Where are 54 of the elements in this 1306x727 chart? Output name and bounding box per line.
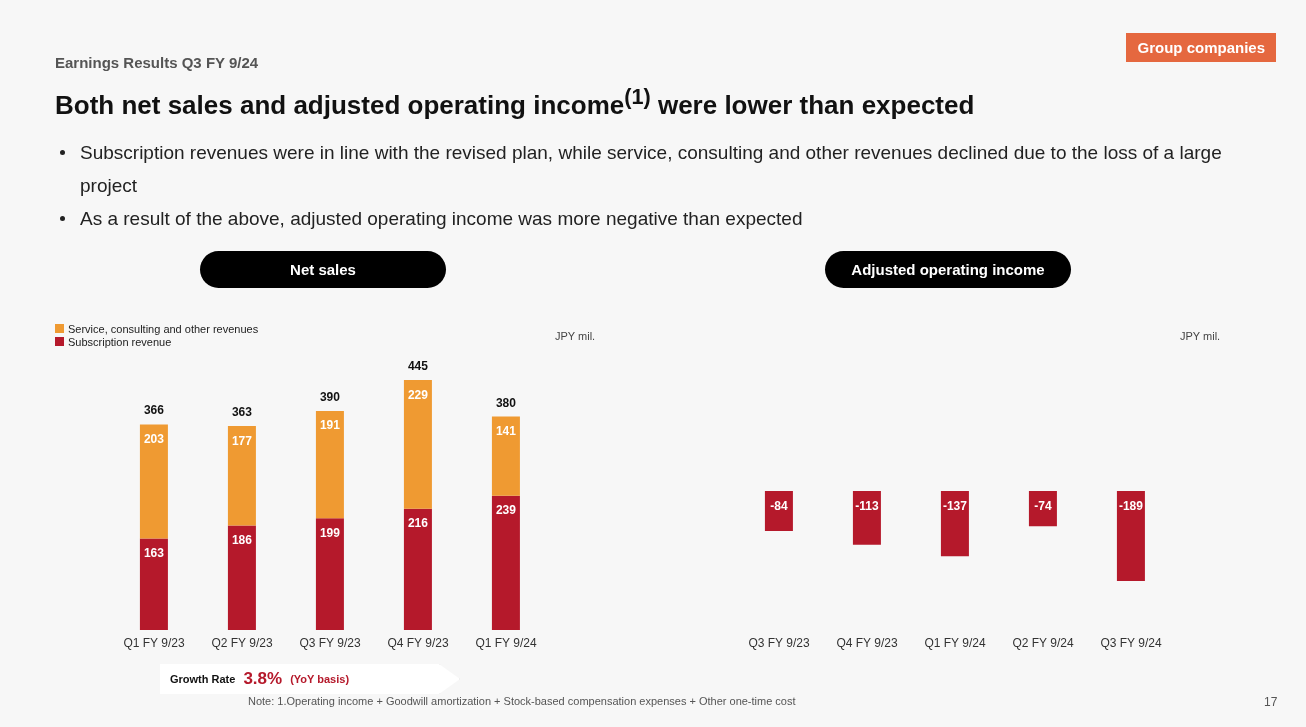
data-label: 203 xyxy=(143,431,165,446)
bar xyxy=(491,495,520,630)
text: Subscription revenues were in line with the revised plan, while service, consulting and other revenues declined due to the loss of a large project xyxy=(80,141,1223,198)
data-label: 163 xyxy=(143,545,165,560)
bar xyxy=(227,426,256,526)
data-label: -137 xyxy=(942,498,968,513)
total-label: 390 xyxy=(319,389,341,404)
x-tick-label: Q3 FY 9/23 xyxy=(299,635,361,650)
text: Earnings Results Q3 FY 9/24 xyxy=(55,54,259,71)
data-label: 229 xyxy=(407,387,429,402)
x-tick-label: Q3 FY 9/23 xyxy=(747,636,811,650)
bar xyxy=(139,424,168,539)
bar xyxy=(403,380,432,509)
data-label: -74 xyxy=(1034,498,1052,513)
x-tick-label: Q2 FY 9/24 xyxy=(1011,636,1075,650)
legend-label: Service, consulting and other revenues xyxy=(67,322,259,335)
x-tick-label: Q2 FY 9/23 xyxy=(211,635,273,650)
text: Note: 1.Operating income + Goodwill amortization + Stock-based compensation expenses + Other one-time cost xyxy=(248,695,796,707)
data-label: -84 xyxy=(770,498,788,513)
data-label: 199 xyxy=(319,525,341,540)
x-tick-label: Q1 FY 9/24 xyxy=(923,636,987,650)
bar xyxy=(491,416,520,496)
total-label: 363 xyxy=(231,405,253,420)
text: Both net sales and adjusted operating income$^{(1)}$ were lower than expected xyxy=(55,84,975,121)
total-label: 366 xyxy=(143,403,165,418)
total-label: 380 xyxy=(495,395,517,410)
data-label: 186 xyxy=(231,533,253,548)
bar xyxy=(403,508,432,630)
x-tick-label: Q4 FY 9/23 xyxy=(387,635,449,650)
text: As a result of the above, adjusted operating income was more negative than expected xyxy=(80,207,803,231)
bar xyxy=(227,525,256,630)
data-label: -189 xyxy=(1118,498,1144,513)
x-tick-label: Q3 FY 9/24 xyxy=(1099,636,1163,650)
text: Group companies xyxy=(1126,33,1276,62)
data-label: 216 xyxy=(407,516,429,531)
data-label: 141 xyxy=(495,424,517,439)
data-label: 239 xyxy=(495,503,517,518)
bar xyxy=(315,410,344,519)
data-label: 191 xyxy=(319,418,341,433)
legend-label: Subscription revenue xyxy=(67,335,173,348)
x-tick-label: Q1 FY 9/23 xyxy=(123,635,185,650)
x-tick-label: Q1 FY 9/24 xyxy=(475,635,537,650)
total-label: 445 xyxy=(407,359,429,373)
data-label: 177 xyxy=(231,433,253,448)
bar xyxy=(139,538,168,630)
text: JPY mil. xyxy=(1180,330,1221,342)
chart-title: Adjusted operating income xyxy=(825,251,1071,288)
text: JPY mil. xyxy=(555,330,596,342)
x-tick-label: Q4 FY 9/23 xyxy=(835,636,899,650)
bar xyxy=(315,518,344,630)
arrow-shaped-callout: Growth Rate 3.8% (YoY basis) xyxy=(160,664,460,694)
text: 17 xyxy=(1264,695,1278,709)
data-label: -113 xyxy=(855,498,879,513)
chart-title: Net sales xyxy=(200,251,446,288)
